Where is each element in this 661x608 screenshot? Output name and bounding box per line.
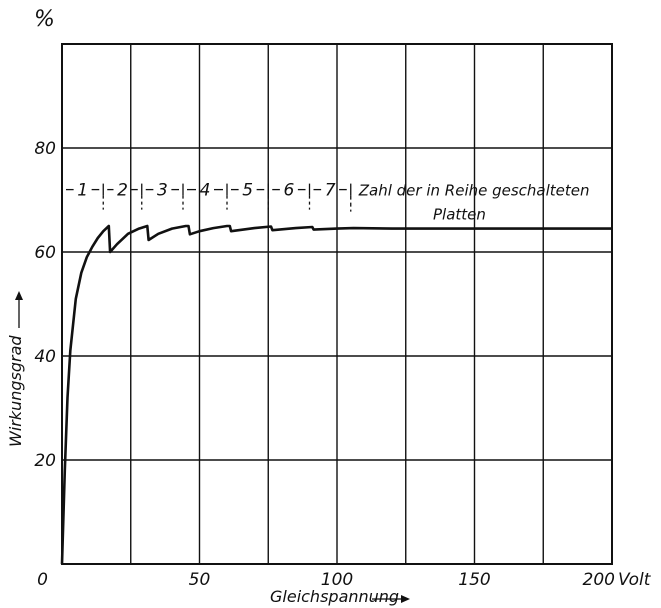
series-line [60, 224, 612, 565]
x-axis-arrowhead [401, 595, 410, 603]
x-tick-label: 50 [189, 570, 211, 590]
segment-label: 7 [325, 181, 336, 201]
y-tick-label: 60 [34, 243, 56, 263]
segment-label: 4 [200, 181, 211, 201]
tick-labels: 0 50 100 150 200 20 40 60 80 [34, 139, 615, 590]
plot-frame [61, 43, 613, 565]
series-layer [60, 224, 612, 565]
annotation-text-line1: Zahl der in Reihe geschalteten [358, 182, 590, 200]
x-tick-label: 0 [37, 570, 48, 590]
y-tick-label: 20 [34, 451, 56, 471]
y-axis-label: Wirkungsgrad [6, 335, 25, 447]
annotation-text-line2: Platten [433, 206, 486, 224]
grid [62, 44, 612, 564]
segment-label: 5 [242, 181, 253, 201]
y-axis-arrowhead [15, 291, 23, 300]
y-unit-label: % [34, 7, 55, 32]
segment-label: 6 [283, 181, 294, 201]
x-tick-label: 150 [458, 570, 490, 590]
segment-label: 3 [157, 181, 168, 201]
y-tick-label: 80 [34, 139, 56, 159]
x-tick-label: 200 [583, 570, 615, 590]
x-tick-label: 100 [321, 570, 353, 590]
x-axis-label: Gleichspannung [270, 587, 399, 606]
segment-label: 1 [77, 181, 88, 201]
segment-label: 2 [117, 181, 128, 201]
annotation-layer: 1 2 3 4 5 6 7 Zahl der in Reihe geschalteten Pla… [61, 181, 590, 224]
y-tick-label: 40 [34, 347, 56, 367]
x-unit-label: Volt [618, 570, 652, 590]
